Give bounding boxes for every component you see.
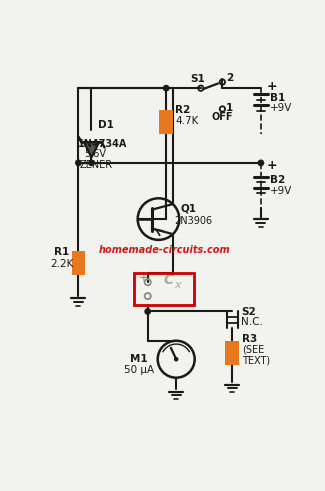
Polygon shape	[84, 142, 99, 158]
Text: 2.2K: 2.2K	[51, 259, 74, 269]
Text: ZENER: ZENER	[79, 160, 112, 170]
Circle shape	[258, 160, 264, 165]
Text: 5.6V: 5.6V	[84, 149, 106, 160]
Bar	[226, 341, 239, 365]
Text: TEXT): TEXT)	[242, 355, 270, 365]
Text: M1: M1	[130, 355, 148, 364]
Text: S1: S1	[190, 74, 205, 84]
Text: R1: R1	[54, 247, 69, 257]
Text: 50 μA: 50 μA	[124, 365, 154, 375]
Text: 1N4734A: 1N4734A	[78, 138, 127, 149]
Bar	[72, 251, 85, 274]
Text: +: +	[267, 81, 278, 93]
Text: +9V: +9V	[270, 103, 292, 113]
Text: D1: D1	[98, 120, 113, 130]
Text: 4.7K: 4.7K	[176, 115, 199, 126]
Text: +: +	[267, 159, 278, 172]
Text: x: x	[174, 280, 180, 290]
Text: C: C	[163, 273, 173, 287]
Text: homemade-circuits.com: homemade-circuits.com	[99, 245, 230, 255]
Text: S2: S2	[241, 306, 256, 317]
Text: R3: R3	[242, 334, 257, 344]
Text: 2N3906: 2N3906	[175, 216, 213, 226]
Text: B2: B2	[270, 175, 285, 185]
Circle shape	[76, 160, 81, 165]
Text: +: +	[139, 271, 149, 284]
Text: +9V: +9V	[270, 186, 292, 196]
Circle shape	[175, 357, 178, 361]
Text: 1: 1	[226, 103, 233, 112]
Text: R2: R2	[176, 105, 191, 115]
Bar	[159, 110, 173, 135]
Text: OFF: OFF	[212, 112, 233, 122]
Text: B1: B1	[270, 92, 285, 103]
Bar	[134, 273, 194, 305]
Circle shape	[163, 85, 169, 91]
Text: 2: 2	[226, 73, 233, 83]
Circle shape	[89, 160, 94, 165]
Text: Q1: Q1	[181, 203, 197, 214]
Text: N.C.: N.C.	[241, 317, 263, 327]
Circle shape	[145, 309, 150, 314]
Text: (SEE: (SEE	[242, 344, 264, 355]
